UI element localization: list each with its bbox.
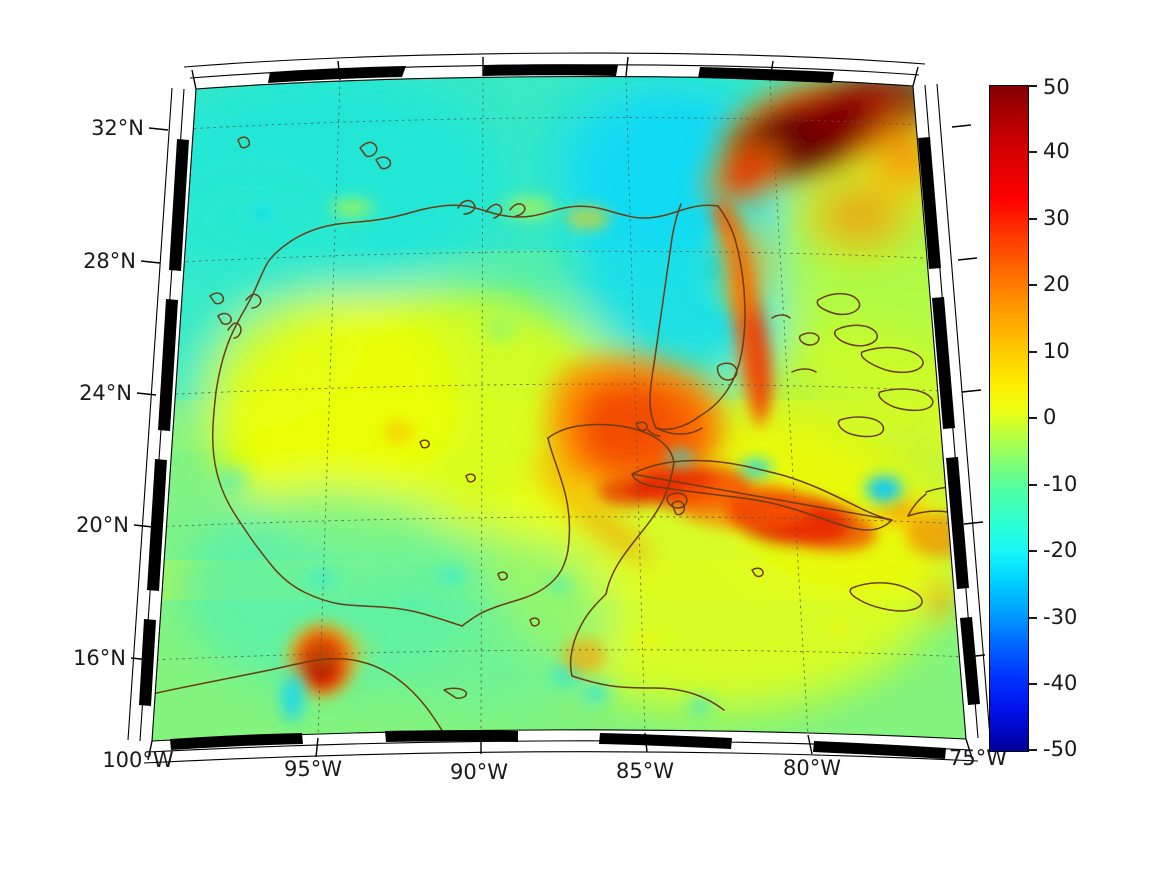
colorbar-tick-neg10 (1028, 484, 1037, 486)
colorbar-tick-50 (1028, 85, 1037, 87)
colorbar-tick-neg20 (1028, 550, 1037, 552)
colorbar-label-20: 20 (1043, 272, 1070, 296)
frame-checker-top (268, 64, 834, 83)
feature-cool-anomalies (210, 194, 910, 724)
map-frame (127, 52, 991, 764)
colorbar-tick-neg40 (1028, 683, 1037, 685)
y-tick-label-24n: 24°N (79, 381, 132, 405)
colorbar-label-50: 50 (1043, 75, 1070, 99)
y-tick-label-32n: 32°N (91, 116, 144, 140)
colorbar-label-10: 10 (1043, 339, 1070, 363)
colorbar-label-neg30: -30 (1043, 605, 1078, 629)
y-tick-label-16n: 16°N (73, 646, 126, 670)
frame-checker-left (139, 139, 189, 706)
colorbar-tick-neg30 (1028, 617, 1037, 619)
colorbar-label-neg50: -50 (1043, 737, 1078, 761)
axis-ticks (130, 56, 986, 761)
colorbar-label-neg20: -20 (1043, 538, 1078, 562)
y-tick-label-28n: 28°N (83, 249, 136, 273)
colorbar-tick-20 (1028, 284, 1037, 286)
x-tick-label-95w: 95°W (284, 757, 342, 781)
frame-checker-right (918, 137, 980, 705)
x-tick-label-100w: 100°W (102, 748, 174, 772)
colorbar-gradient[interactable] (989, 85, 1029, 752)
colorbar[interactable]: 50 40 30 20 10 0 -10 -20 -30 -40 -50 (989, 75, 1167, 765)
colorbar-tick-40 (1028, 151, 1037, 153)
colorbar-tick-neg50 (1028, 749, 1037, 751)
x-tick-label-80w: 80°W (783, 756, 841, 780)
scalar-field (152, 76, 966, 741)
colorbar-label-30: 30 (1043, 206, 1070, 230)
colorbar-label-neg40: -40 (1043, 671, 1078, 695)
colorbar-label-neg10: -10 (1043, 472, 1078, 496)
x-tick-label-85w: 85°W (616, 759, 674, 783)
colorbar-label-0: 0 (1043, 405, 1057, 429)
colorbar-tick-0 (1028, 417, 1037, 419)
y-tick-label-20n: 20°N (76, 513, 129, 537)
frame-checker-bottom (170, 730, 946, 759)
colorbar-tick-10 (1028, 351, 1037, 353)
x-tick-label-90w: 90°W (450, 760, 508, 784)
colorbar-tick-30 (1028, 218, 1037, 220)
colorbar-label-40: 40 (1043, 139, 1070, 163)
